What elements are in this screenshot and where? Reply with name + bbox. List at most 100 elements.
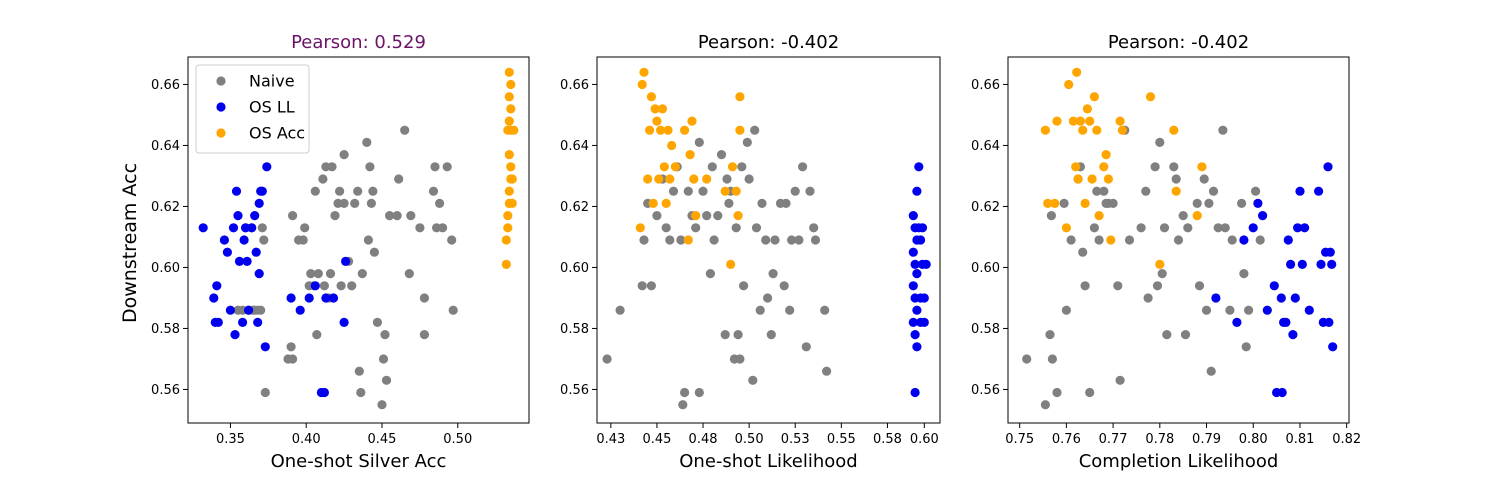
series-os-ll — [1211, 162, 1338, 398]
data-point — [330, 211, 340, 221]
x-axis-label: One-shot Likelihood — [679, 451, 857, 472]
x-tick-label: 0.77 — [1099, 432, 1128, 447]
x-tick-label: 0.60 — [910, 432, 939, 447]
data-point — [328, 293, 339, 303]
chart-title: Pearson: 0.529 — [291, 32, 426, 53]
data-point — [1046, 211, 1056, 221]
data-point — [908, 247, 918, 257]
data-point — [503, 223, 513, 233]
data-point — [448, 305, 458, 315]
data-point — [325, 269, 336, 279]
data-point — [1108, 198, 1118, 208]
x-tick-label: 0.43 — [596, 432, 625, 447]
data-point — [1089, 92, 1099, 102]
data-point — [1262, 305, 1272, 315]
data-point — [1283, 235, 1293, 245]
data-point — [260, 387, 270, 398]
data-point — [257, 223, 267, 233]
data-point — [1218, 125, 1228, 135]
x-tick-label: 0.75 — [1005, 432, 1034, 447]
data-point — [751, 223, 762, 233]
data-point — [639, 235, 649, 245]
data-point — [406, 211, 416, 221]
data-point — [691, 211, 701, 221]
data-point — [912, 186, 922, 196]
y-tick-label: 0.60 — [560, 261, 589, 276]
data-point — [1194, 281, 1205, 291]
data-point — [1206, 366, 1216, 376]
x-tick-label: 0.82 — [1332, 432, 1361, 447]
data-point — [665, 174, 675, 184]
data-point — [369, 247, 379, 257]
data-point — [1092, 125, 1102, 135]
data-point — [1277, 387, 1287, 398]
x-tick-label: 0.35 — [216, 432, 245, 447]
data-point — [1136, 223, 1146, 233]
data-point — [225, 305, 235, 315]
data-point — [251, 247, 261, 257]
legend-marker — [216, 128, 226, 138]
data-point — [602, 354, 612, 364]
data-point — [1152, 281, 1163, 291]
data-point — [822, 366, 832, 376]
data-point — [1204, 198, 1214, 208]
data-point — [652, 211, 662, 221]
x-tick-label: 0.48 — [689, 432, 718, 447]
data-point — [1325, 247, 1335, 257]
data-point — [659, 162, 669, 172]
data-point — [339, 317, 349, 327]
data-point — [230, 330, 240, 340]
data-point — [1169, 125, 1179, 135]
data-point — [1180, 330, 1191, 340]
data-point — [733, 330, 743, 340]
data-point — [1071, 162, 1081, 172]
data-point — [731, 186, 741, 196]
data-point — [724, 198, 734, 208]
data-point — [1143, 293, 1153, 303]
data-point — [689, 174, 699, 184]
data-point — [335, 186, 345, 196]
data-point — [1211, 293, 1221, 303]
data-point — [1293, 223, 1303, 233]
data-point — [1072, 67, 1082, 77]
data-point — [1171, 186, 1181, 196]
data-point — [726, 259, 736, 269]
data-point — [637, 281, 647, 291]
data-point — [339, 150, 349, 160]
data-point — [1316, 259, 1326, 269]
data-point — [319, 281, 329, 291]
x-axis-label: Completion Likelihood — [1079, 451, 1279, 472]
data-point — [238, 317, 248, 327]
data-point — [1045, 330, 1055, 340]
data-point — [327, 162, 337, 172]
data-point — [1103, 174, 1113, 184]
data-point — [645, 125, 655, 135]
data-point — [709, 235, 719, 245]
data-point — [720, 330, 730, 340]
data-point — [1171, 174, 1181, 184]
y-tick-label: 0.60 — [971, 261, 1000, 276]
data-point — [501, 235, 511, 245]
data-point — [392, 211, 402, 221]
chart-panel-3: 0.75 0.76 0.77 0.78 0.79 0.80 0.81 0.82 0.56 0.58… — [971, 32, 1361, 472]
data-point — [1288, 330, 1298, 340]
data-point — [1073, 174, 1083, 184]
data-point — [794, 235, 804, 245]
data-point — [1085, 387, 1095, 398]
data-point — [1085, 116, 1095, 126]
data-point — [377, 400, 387, 410]
y-tick-label: 0.66 — [560, 78, 589, 93]
data-point — [663, 125, 673, 135]
data-point — [1253, 198, 1263, 208]
data-point — [1290, 293, 1300, 303]
data-point — [244, 305, 254, 315]
data-point — [1124, 235, 1135, 245]
x-tick-label: 0.53 — [781, 432, 810, 447]
data-point — [1141, 186, 1151, 196]
data-point — [447, 235, 457, 245]
data-point — [378, 354, 389, 364]
legend-label: OS Acc — [249, 124, 305, 143]
y-tick-label: 0.58 — [151, 322, 180, 337]
data-point — [643, 174, 653, 184]
